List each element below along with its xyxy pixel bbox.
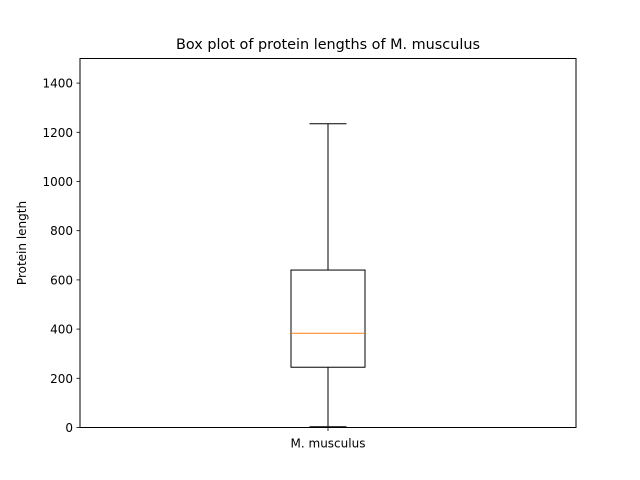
- y-axis-label: Protein length: [15, 201, 29, 285]
- y-tick-label: 800: [50, 224, 73, 238]
- plot-area: 0 200 400 600 800 1000 1200 1400 M. musculus: [42, 77, 366, 451]
- y-tick-label: 600: [50, 273, 73, 287]
- y-tick-label: 1200: [42, 126, 73, 140]
- y-tick-label: 1400: [42, 77, 73, 91]
- y-tick-label: 1000: [42, 175, 73, 189]
- y-tick-label: 200: [50, 372, 73, 386]
- box-iqr: [290, 269, 366, 368]
- x-tick-label: M. musculus: [291, 437, 366, 451]
- y-tick-label: 0: [65, 421, 73, 435]
- chart-title: Box plot of protein lengths of M. muscul…: [176, 37, 480, 53]
- y-tick-label: 400: [50, 323, 73, 337]
- axes-frame: [79, 58, 577, 428]
